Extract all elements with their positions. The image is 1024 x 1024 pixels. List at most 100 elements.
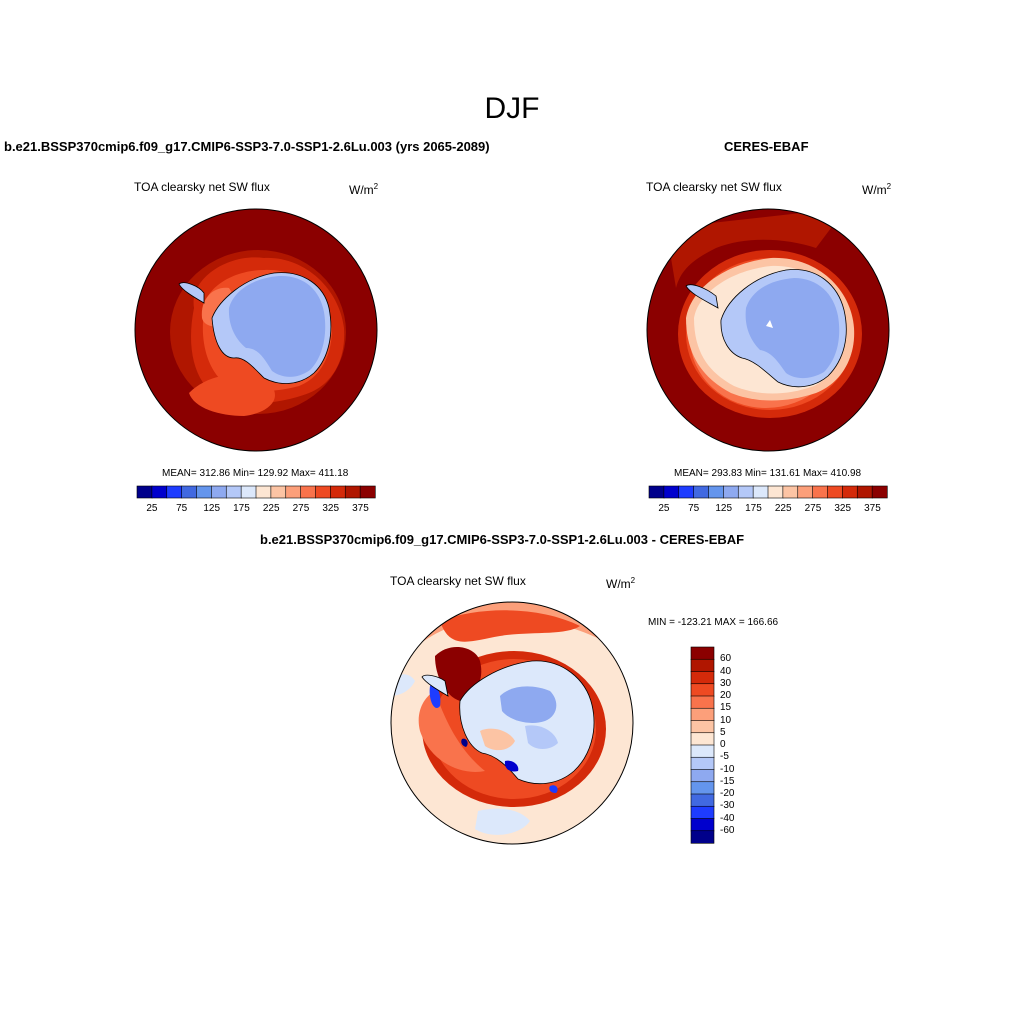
obs-colorbar-swatch: [856, 485, 873, 499]
diff-colorbar-swatch: [690, 695, 715, 709]
obs-colorbar-tick-label: 125: [715, 503, 733, 514]
diff-unit-label: W/m2: [606, 576, 636, 591]
model-colorbar-tick-label: 75: [176, 503, 188, 514]
diff-colorbar-swatch: [690, 646, 715, 660]
diff-colorbar: [690, 646, 715, 844]
diff-colorbar-swatch: [690, 732, 715, 746]
diff-colorbar-tick-label: -40: [720, 812, 735, 824]
obs-unit-label: W/m2: [862, 182, 892, 197]
model-colorbar-swatch: [151, 485, 168, 499]
obs-colorbar-swatch: [812, 485, 829, 499]
model-colorbar-tick-label: 125: [203, 503, 221, 514]
obs-colorbar-swatch: [842, 485, 858, 499]
model-map-boundary: [134, 208, 378, 452]
model-colorbar-ticks: 25 75 125 175 225 275 325 375: [137, 503, 375, 515]
obs-colorbar-swatch: [797, 485, 814, 499]
model-colorbar-swatch: [270, 485, 287, 499]
model-colorbar-swatch: [315, 485, 331, 499]
season-title: DJF: [484, 92, 540, 125]
model-colorbar-tick-label: 25: [146, 503, 158, 514]
obs-colorbar-swatch: [693, 485, 710, 499]
diff-colorbar-tick-label: -10: [720, 763, 735, 775]
diff-colorbar-swatch: [690, 720, 715, 734]
model-colorbar-swatch: [285, 485, 302, 499]
diff-polar-map: [390, 601, 634, 845]
diff-colorbar-tick-label: -30: [720, 800, 735, 812]
model-panel-title: b.e21.BSSP370cmip6.f09_g17.CMIP6-SSP3-7.…: [4, 139, 490, 154]
model-peninsula: [178, 282, 205, 304]
obs-stats: MEAN= 293.83 Min= 131.61 Max= 410.98: [674, 468, 862, 479]
obs-colorbar-swatch: [782, 485, 799, 499]
model-colorbar-swatch: [344, 485, 361, 499]
obs-colorbar-swatch: [767, 485, 784, 499]
diff-peninsula: [421, 674, 449, 697]
model-colorbar-tick-label: 375: [352, 503, 369, 514]
obs-variable-label: TOA clearsky net SW flux: [646, 180, 782, 194]
diff-panel-title: b.e21.BSSP370cmip6.f09_g17.CMIP6-SSP3-7.…: [260, 532, 745, 547]
diff-colorbar-tick-label: -20: [720, 788, 735, 799]
obs-colorbar-ticks: 25 75 125 175 225 275 325 375: [649, 503, 887, 515]
diff-colorbar-ticks: 60 40 30 20 15 10 5 0 -5 -10 -15 -20 -30 -40 -60: [720, 647, 760, 843]
obs-colorbar-swatch: [678, 485, 695, 499]
model-polar-map: [134, 208, 378, 452]
obs-colorbar-tick-label: 275: [804, 503, 822, 514]
diff-colorbar-tick-label: 30: [720, 677, 732, 689]
obs-colorbar-tick-label: 75: [688, 503, 700, 514]
obs-colorbar-tick-label: 375: [864, 503, 881, 514]
obs-colorbar-swatch: [723, 485, 739, 499]
obs-colorbar-tick-label: 325: [834, 503, 852, 514]
model-colorbar-swatch: [211, 485, 227, 499]
model-colorbar-swatch: [136, 485, 153, 499]
diff-colorbar-tick-label: 10: [720, 714, 732, 726]
model-unit-label: W/m2: [349, 182, 379, 197]
diff-colorbar-tick-label: 5: [720, 726, 726, 738]
obs-colorbar: [648, 485, 888, 499]
diff-colorbar-swatch: [690, 781, 715, 795]
obs-colorbar-swatch: [648, 485, 665, 499]
diff-colorbar-swatch: [690, 707, 715, 722]
model-colorbar: [136, 485, 376, 499]
diff-colorbar-tick-label: 60: [720, 653, 732, 665]
obs-colorbar-swatch: [737, 485, 754, 499]
diff-colorbar-tick-label: -15: [720, 775, 735, 787]
diff-colorbar-swatch: [690, 830, 715, 844]
model-colorbar-swatch: [225, 485, 242, 499]
obs-peninsula: [685, 284, 719, 309]
diff-colorbar-tick-label: -60: [720, 824, 735, 836]
model-colorbar-swatch: [255, 485, 272, 499]
obs-colorbar-swatch: [708, 485, 724, 499]
diff-colorbar-tick-label: 0: [720, 739, 726, 750]
diff-variable-label: TOA clearsky net SW flux: [390, 574, 526, 588]
model-colorbar-swatch: [196, 485, 212, 499]
model-colorbar-swatch: [330, 485, 346, 499]
model-stats: MEAN= 312.86 Min= 129.92 Max= 411.18: [162, 468, 349, 479]
obs-colorbar-tick-label: 225: [774, 503, 792, 514]
diff-colorbar-swatch: [690, 769, 715, 783]
model-colorbar-tick-label: 225: [262, 503, 280, 514]
model-colorbar-swatch: [181, 485, 198, 499]
diff-colorbar-swatch: [690, 793, 715, 807]
diff-colorbar-swatch: [690, 683, 715, 697]
diff-colorbar-swatch: [690, 756, 715, 771]
diff-colorbar-swatch: [690, 658, 715, 673]
obs-polar-map: [646, 208, 890, 452]
obs-colorbar-swatch: [752, 485, 769, 499]
obs-colorbar-tick-label: 25: [658, 503, 670, 514]
obs-colorbar-swatch: [663, 485, 680, 499]
obs-map-boundary: [646, 208, 890, 452]
model-colorbar-tick-label: 175: [233, 503, 250, 514]
diff-colorbar-swatch: [690, 805, 715, 820]
model-variable-label: TOA clearsky net SW flux: [134, 180, 270, 194]
model-colorbar-tick-label: 325: [322, 503, 340, 514]
obs-colorbar-tick-label: 175: [745, 503, 762, 514]
obs-colorbar-swatch: [827, 485, 843, 499]
diff-colorbar-swatch: [690, 818, 715, 832]
diff-colorbar-swatch: [690, 744, 715, 758]
diff-colorbar-tick-label: 15: [720, 702, 732, 714]
model-colorbar-swatch: [166, 485, 183, 499]
model-colorbar-swatch: [359, 485, 376, 499]
diff-colorbar-tick-label: -5: [720, 751, 729, 763]
diff-colorbar-tick-label: 20: [720, 690, 732, 701]
diff-colorbar-swatch: [690, 671, 715, 685]
diff-colorbar-tick-label: 40: [720, 665, 732, 677]
